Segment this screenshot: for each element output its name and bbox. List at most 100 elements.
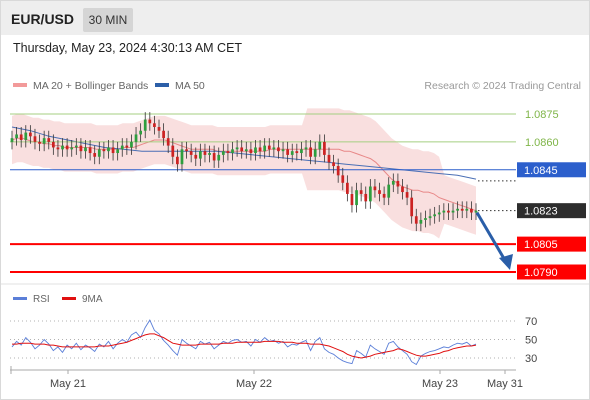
candle-body — [198, 151, 202, 159]
candle-body — [162, 130, 165, 139]
last-price-tag — [517, 203, 586, 219]
candle-body — [460, 208, 464, 211]
candle-body — [332, 162, 335, 167]
candle-body — [263, 145, 267, 152]
candle-body — [442, 210, 446, 213]
level-label-1.0845: 1.0845 — [524, 165, 558, 177]
candle-body — [208, 153, 211, 155]
candle-body — [180, 149, 184, 165]
candle-body — [447, 210, 450, 213]
candle-body — [130, 141, 133, 148]
candle-body — [382, 193, 386, 198]
legend-ma20-label: MA 20 + Bollinger Bands — [33, 80, 149, 92]
candle-body — [428, 216, 432, 219]
level-tag-1.0805 — [517, 236, 586, 252]
candle-body — [474, 210, 478, 213]
candle-body — [107, 147, 110, 152]
legend-ma50: MA 50 — [155, 80, 205, 92]
candle-body — [42, 138, 46, 144]
timeframe-button[interactable]: 30 MIN — [83, 8, 133, 32]
candle-body — [391, 180, 395, 185]
candle-body — [309, 147, 312, 157]
candle-body — [111, 147, 115, 154]
candle-body — [203, 151, 207, 155]
rsi-ma-legend-label: 9MA — [82, 294, 103, 305]
candle-body — [465, 208, 469, 211]
x-tick-label: May 21 — [50, 378, 86, 390]
candle-body — [240, 147, 244, 152]
candle-body — [24, 132, 28, 141]
level-label-1.0875: 1.0875 — [525, 109, 559, 121]
candle-body — [290, 151, 294, 155]
candle-body — [194, 154, 198, 159]
level-tag-1.0790 — [517, 264, 586, 280]
candle-body — [424, 218, 427, 220]
candle-body — [272, 147, 276, 150]
candle-body — [410, 197, 414, 217]
timestamp: Thursday, May 23, 2024 4:30:13 AM CET — [13, 41, 243, 55]
candle-body — [456, 208, 459, 211]
legend-ma50-label: MA 50 — [175, 80, 205, 92]
candle-body — [29, 132, 32, 137]
candle-body — [120, 145, 124, 150]
candle-body — [419, 219, 423, 224]
candle-body — [15, 134, 18, 139]
candle-body — [47, 138, 51, 142]
candle-body — [364, 193, 368, 202]
candle-body — [38, 141, 41, 144]
candle-body — [157, 127, 161, 131]
rsi-ma-line — [12, 333, 477, 359]
candle-body — [65, 145, 69, 150]
candle-body — [249, 149, 253, 154]
candle-body — [217, 154, 221, 161]
candle-body — [166, 138, 170, 146]
candle-body — [231, 149, 234, 154]
candle-body — [373, 186, 377, 191]
rsi-ma-legend-swatch — [62, 297, 76, 300]
candle-body — [414, 216, 418, 224]
candle-body — [396, 180, 400, 187]
candle-body — [254, 147, 257, 154]
candle-body — [116, 149, 120, 154]
candle-body — [88, 147, 92, 154]
candle-body — [359, 190, 363, 194]
candle-body — [139, 130, 142, 135]
candle-body — [437, 212, 441, 215]
candle-body — [125, 145, 129, 148]
candle-body — [61, 145, 64, 150]
candle-body — [341, 175, 345, 183]
legend-ma20: MA 20 + Bollinger Bands — [13, 80, 148, 92]
candle-body — [70, 147, 74, 150]
credit-text: Research © 2024 Trading Central — [424, 80, 581, 92]
rsi-legend-label: RSI — [33, 294, 50, 305]
candle-body — [74, 145, 78, 148]
candle-body — [355, 190, 358, 206]
candle-body — [350, 193, 354, 206]
candle-body — [148, 119, 152, 124]
candle-body — [189, 151, 193, 155]
rsi-tick-50: 50 — [525, 335, 537, 347]
candle-body — [235, 147, 239, 150]
candle-body — [10, 138, 14, 142]
candle-body — [143, 119, 147, 131]
candle-body — [267, 145, 271, 150]
candle-body — [433, 214, 437, 217]
x-tick-label: May 22 — [236, 378, 272, 390]
candle-body — [244, 149, 248, 152]
candle-body — [79, 145, 83, 152]
last-price-label: 1.0823 — [524, 206, 558, 218]
candle-body — [84, 147, 87, 152]
candle-body — [102, 149, 106, 152]
x-tick-label: May 31 — [487, 378, 523, 390]
candle-body — [226, 151, 230, 154]
rsi-tick-70: 70 — [525, 316, 537, 328]
candle-body — [56, 147, 60, 150]
symbol-label: EUR/USD — [11, 11, 75, 27]
candle-body — [51, 141, 55, 148]
candle-body — [401, 186, 404, 193]
candle-body — [470, 208, 473, 213]
candle-body — [93, 153, 97, 157]
level-label-1.0805: 1.0805 — [524, 239, 558, 251]
candle-body — [134, 134, 138, 142]
candle-body — [286, 149, 290, 155]
